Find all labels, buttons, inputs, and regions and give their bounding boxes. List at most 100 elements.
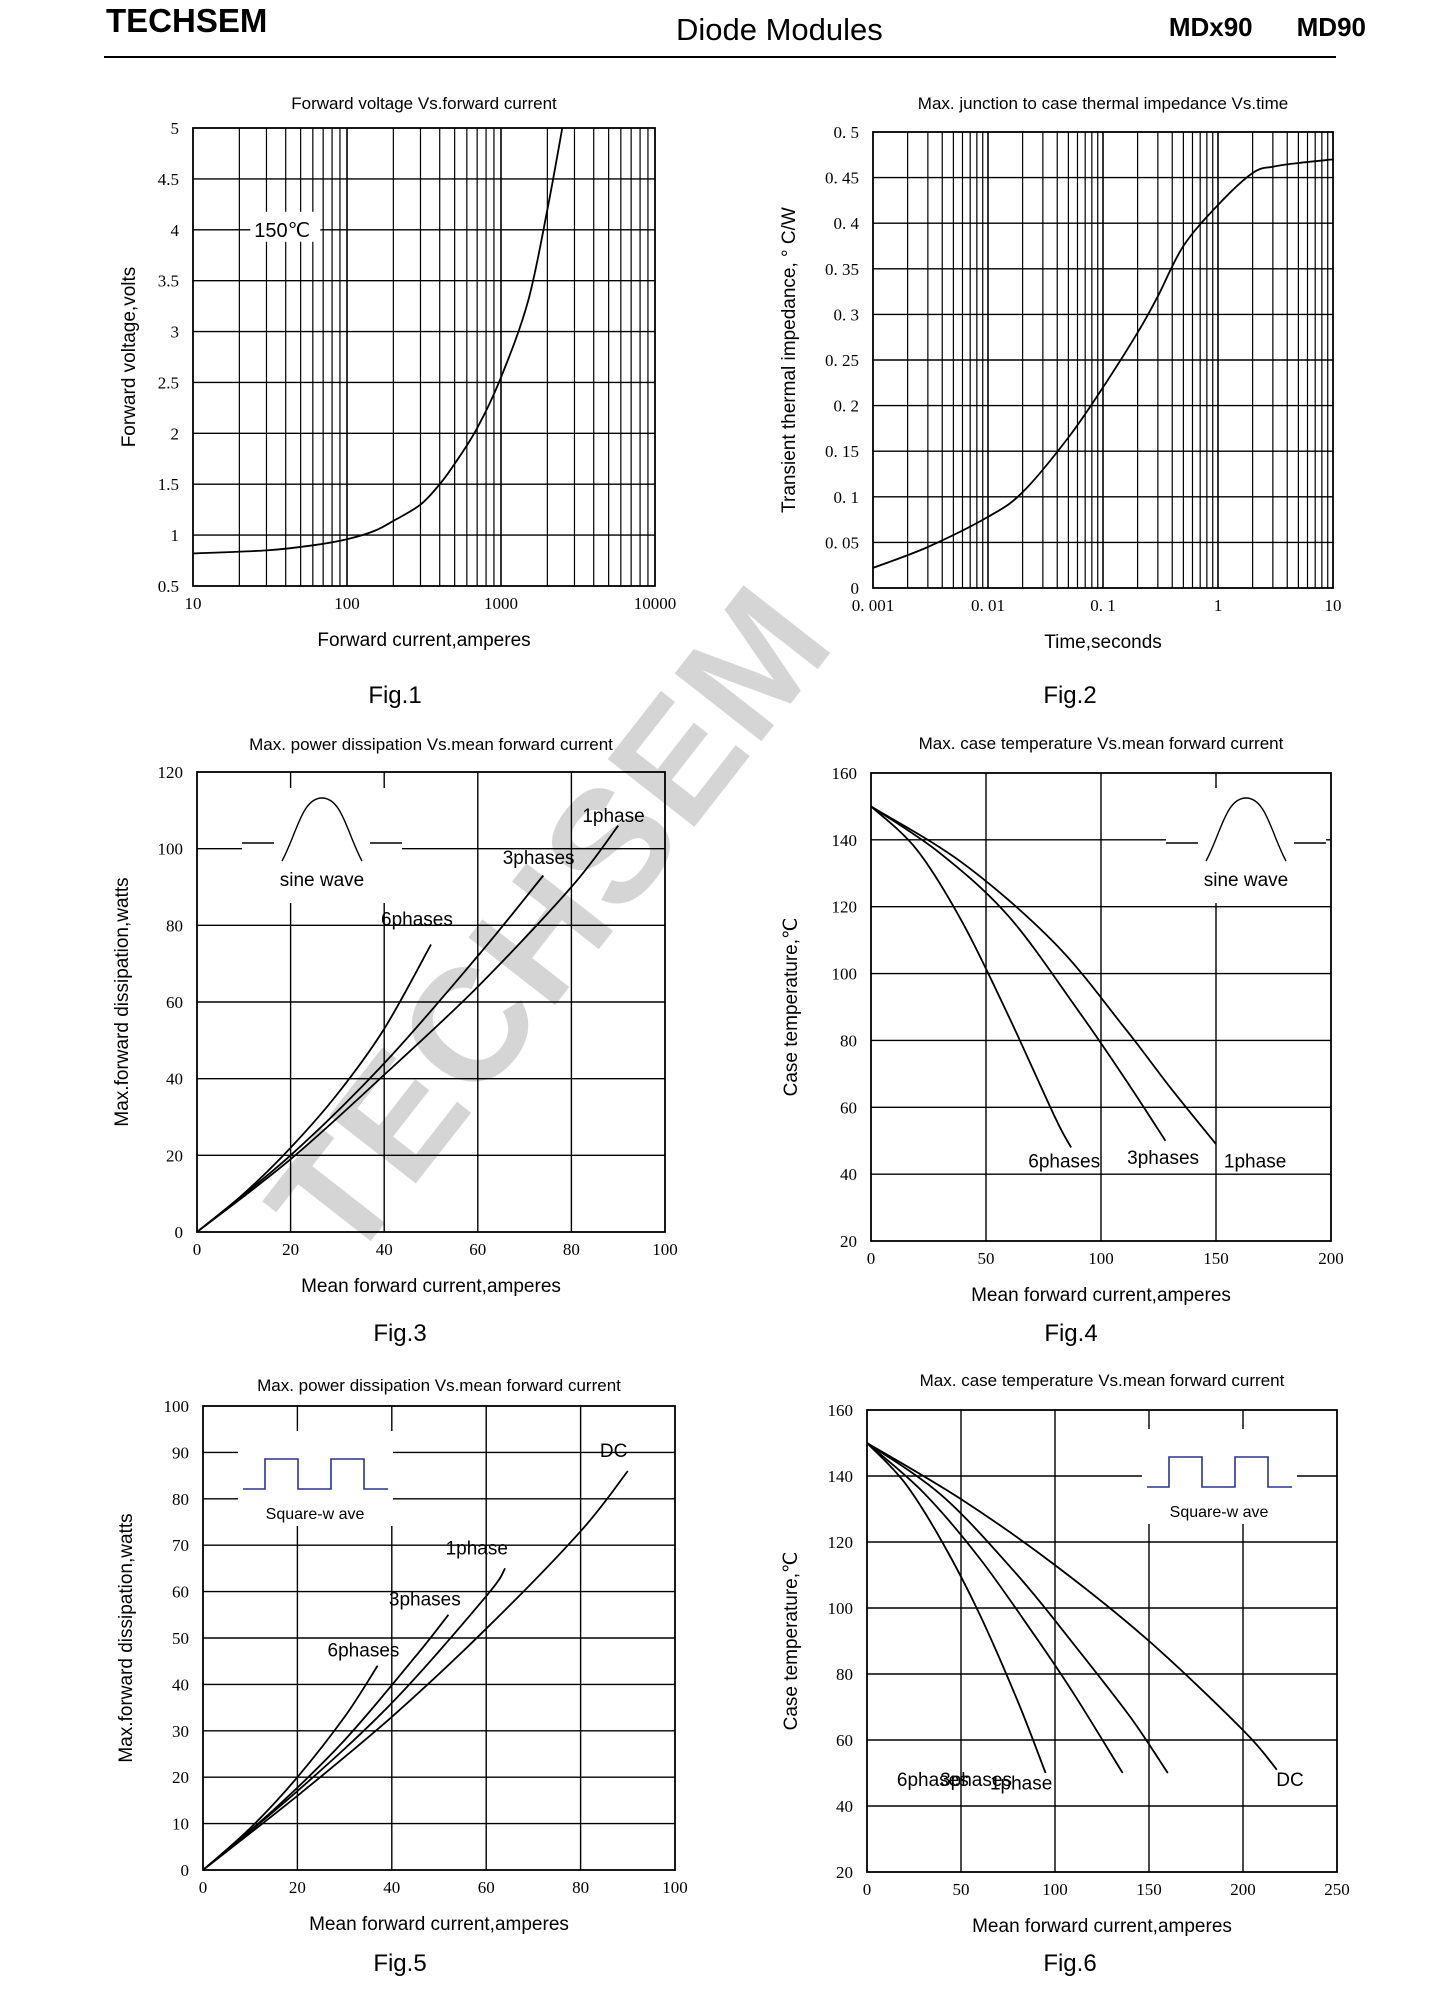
y-tick-label: 0. 1 (834, 488, 860, 507)
y-tick-label: 160 (828, 1401, 854, 1420)
x-tick-label: 100 (334, 594, 360, 613)
plot-frame (870, 772, 1332, 1242)
series-label: 1phase (990, 1774, 1052, 1795)
x-tick-label: 150 (1203, 1249, 1229, 1268)
figure-caption: Fig.3 (373, 1320, 426, 1347)
y-tick-label: 80 (172, 1490, 189, 1509)
plot-frame (866, 1409, 1338, 1873)
chart-title: Max. case temperature Vs.mean forward cu… (919, 734, 1284, 753)
x-tick-label: 100 (662, 1878, 688, 1897)
x-tick-label: 10 (185, 594, 202, 613)
chart-title: Max. power dissipation Vs.mean forward c… (249, 735, 613, 754)
inset-label: sine wave (280, 870, 365, 891)
x-tick-label: 20 (282, 1240, 299, 1259)
series-label: 1phase (1224, 1151, 1286, 1172)
square-wave-shape (243, 1458, 388, 1490)
figure-caption: Fig.1 (368, 682, 421, 709)
inset-background (238, 1431, 393, 1526)
chart-1: 10 100 1000 10000 0.5 1 1.5 2 2.5 3 3.5 4 4.5 5 Forwar… (119, 94, 676, 709)
series-label: DC (1276, 1770, 1303, 1791)
x-tick-label: 60 (469, 1240, 486, 1259)
series-line-1phase (870, 805, 1217, 1145)
y-tick-label: 20 (166, 1146, 183, 1165)
x-axis-label: Mean forward current,amperes (309, 1914, 569, 1935)
series-line-6phases (870, 805, 1072, 1148)
y-axis-label: Case temperature,℃ (781, 1552, 802, 1731)
chart-6: 0 50 100 150 200 250 20 40 60 80 100 120 140 160 Max. … (781, 1371, 1350, 1977)
series-line-DC (866, 1442, 1278, 1771)
y-tick-label: 0 (175, 1223, 184, 1242)
series-line-curve (872, 158, 1334, 569)
y-tick-label: 60 (836, 1731, 853, 1750)
series-label: 3phases (1127, 1148, 1199, 1169)
y-tick-label: 120 (158, 763, 184, 782)
inset-label: Square-w ave (266, 1506, 365, 1523)
y-tick-label: 40 (840, 1165, 857, 1184)
x-axis-label: Forward current,amperes (317, 630, 530, 651)
chart-4: 0 50 100 150 200 20 40 60 80 100 120 140 160 Max. cas… (781, 734, 1344, 1347)
y-tick-label: 40 (172, 1675, 189, 1694)
part-numbers: MDx90 MD90 (1169, 12, 1366, 43)
y-axis-label: Forward voltage,volts (119, 267, 140, 448)
series-line-curve (192, 127, 564, 555)
series-label: 3phases (389, 1590, 461, 1611)
chart-2: 0. 001 0. 01 0. 1 1 10 0 0. 05 0. 1 0. 15 0. 2 0. … (779, 94, 1342, 709)
series-line-DC (202, 1470, 629, 1871)
y-tick-label: 1.5 (158, 475, 179, 494)
sine-wave-icon: sine wave (1166, 788, 1326, 903)
series-label: 6phases (897, 1770, 969, 1791)
series-line-1phase (196, 825, 619, 1233)
y-tick-label: 140 (828, 1467, 854, 1486)
y-tick-label: 70 (172, 1536, 189, 1555)
y-tick-label: 140 (832, 831, 858, 850)
part-number-md90: MD90 (1296, 12, 1366, 42)
y-tick-label: 0.5 (158, 577, 179, 596)
square-wave-icon: Square-w ave (238, 1431, 393, 1526)
y-tick-label: 0. 05 (825, 533, 859, 552)
y-axis-label: Case temperature,℃ (781, 918, 802, 1097)
series-line-6phases (196, 944, 432, 1233)
y-tick-label: 100 (164, 1397, 190, 1416)
square-wave-shape (1147, 1456, 1292, 1488)
series-label: 6phases (1028, 1151, 1100, 1172)
figure-caption: Fig.5 (373, 1950, 426, 1977)
sine-wave-icon: sine wave (242, 788, 402, 903)
x-tick-label: 60 (478, 1878, 495, 1897)
x-tick-label: 80 (572, 1878, 589, 1897)
y-tick-label: 20 (172, 1768, 189, 1787)
y-tick-label: 2 (171, 424, 180, 443)
y-tick-label: 2.5 (158, 373, 179, 392)
inset-background (242, 788, 402, 903)
brand-logo-text: TECHSEM (106, 2, 268, 39)
plot-frame (196, 771, 666, 1233)
temperature-annotation: 150℃ (254, 220, 310, 242)
y-tick-label: 90 (172, 1443, 189, 1462)
x-tick-label: 0 (867, 1249, 876, 1268)
x-tick-label: 20 (289, 1878, 306, 1897)
y-tick-label: 10 (172, 1815, 189, 1834)
y-tick-label: 0. 2 (834, 397, 860, 416)
header-rule (104, 56, 1336, 58)
y-tick-label: 80 (840, 1031, 857, 1050)
y-tick-label: 20 (840, 1232, 857, 1251)
series-label: DC (600, 1441, 627, 1462)
y-tick-label: 40 (836, 1797, 853, 1816)
x-tick-label: 10000 (634, 594, 677, 613)
inset-label: sine wave (1204, 870, 1289, 891)
y-tick-label: 30 (172, 1722, 189, 1741)
x-tick-label: 40 (376, 1240, 393, 1259)
x-tick-label: 1 (1214, 596, 1223, 615)
x-tick-label: 0 (863, 1880, 872, 1899)
y-tick-label: 3.5 (158, 272, 179, 291)
y-tick-label: 0. 5 (834, 123, 860, 142)
x-tick-label: 250 (1324, 1880, 1350, 1899)
series-line-6phases (202, 1665, 379, 1871)
y-tick-label: 0. 4 (834, 214, 860, 233)
chart-title: Max. junction to case thermal impedance … (918, 94, 1288, 113)
x-axis-label: Mean forward current,amperes (971, 1285, 1231, 1306)
x-tick-label: 200 (1318, 1249, 1344, 1268)
y-tick-label: 0. 45 (825, 169, 859, 188)
chart-5: 0 20 40 60 80 100 0 10 20 30 40 50 60 70 80 90 100 Max. p… (116, 1376, 688, 1977)
x-tick-label: 150 (1136, 1880, 1162, 1899)
figure-caption: Fig.2 (1043, 682, 1096, 709)
